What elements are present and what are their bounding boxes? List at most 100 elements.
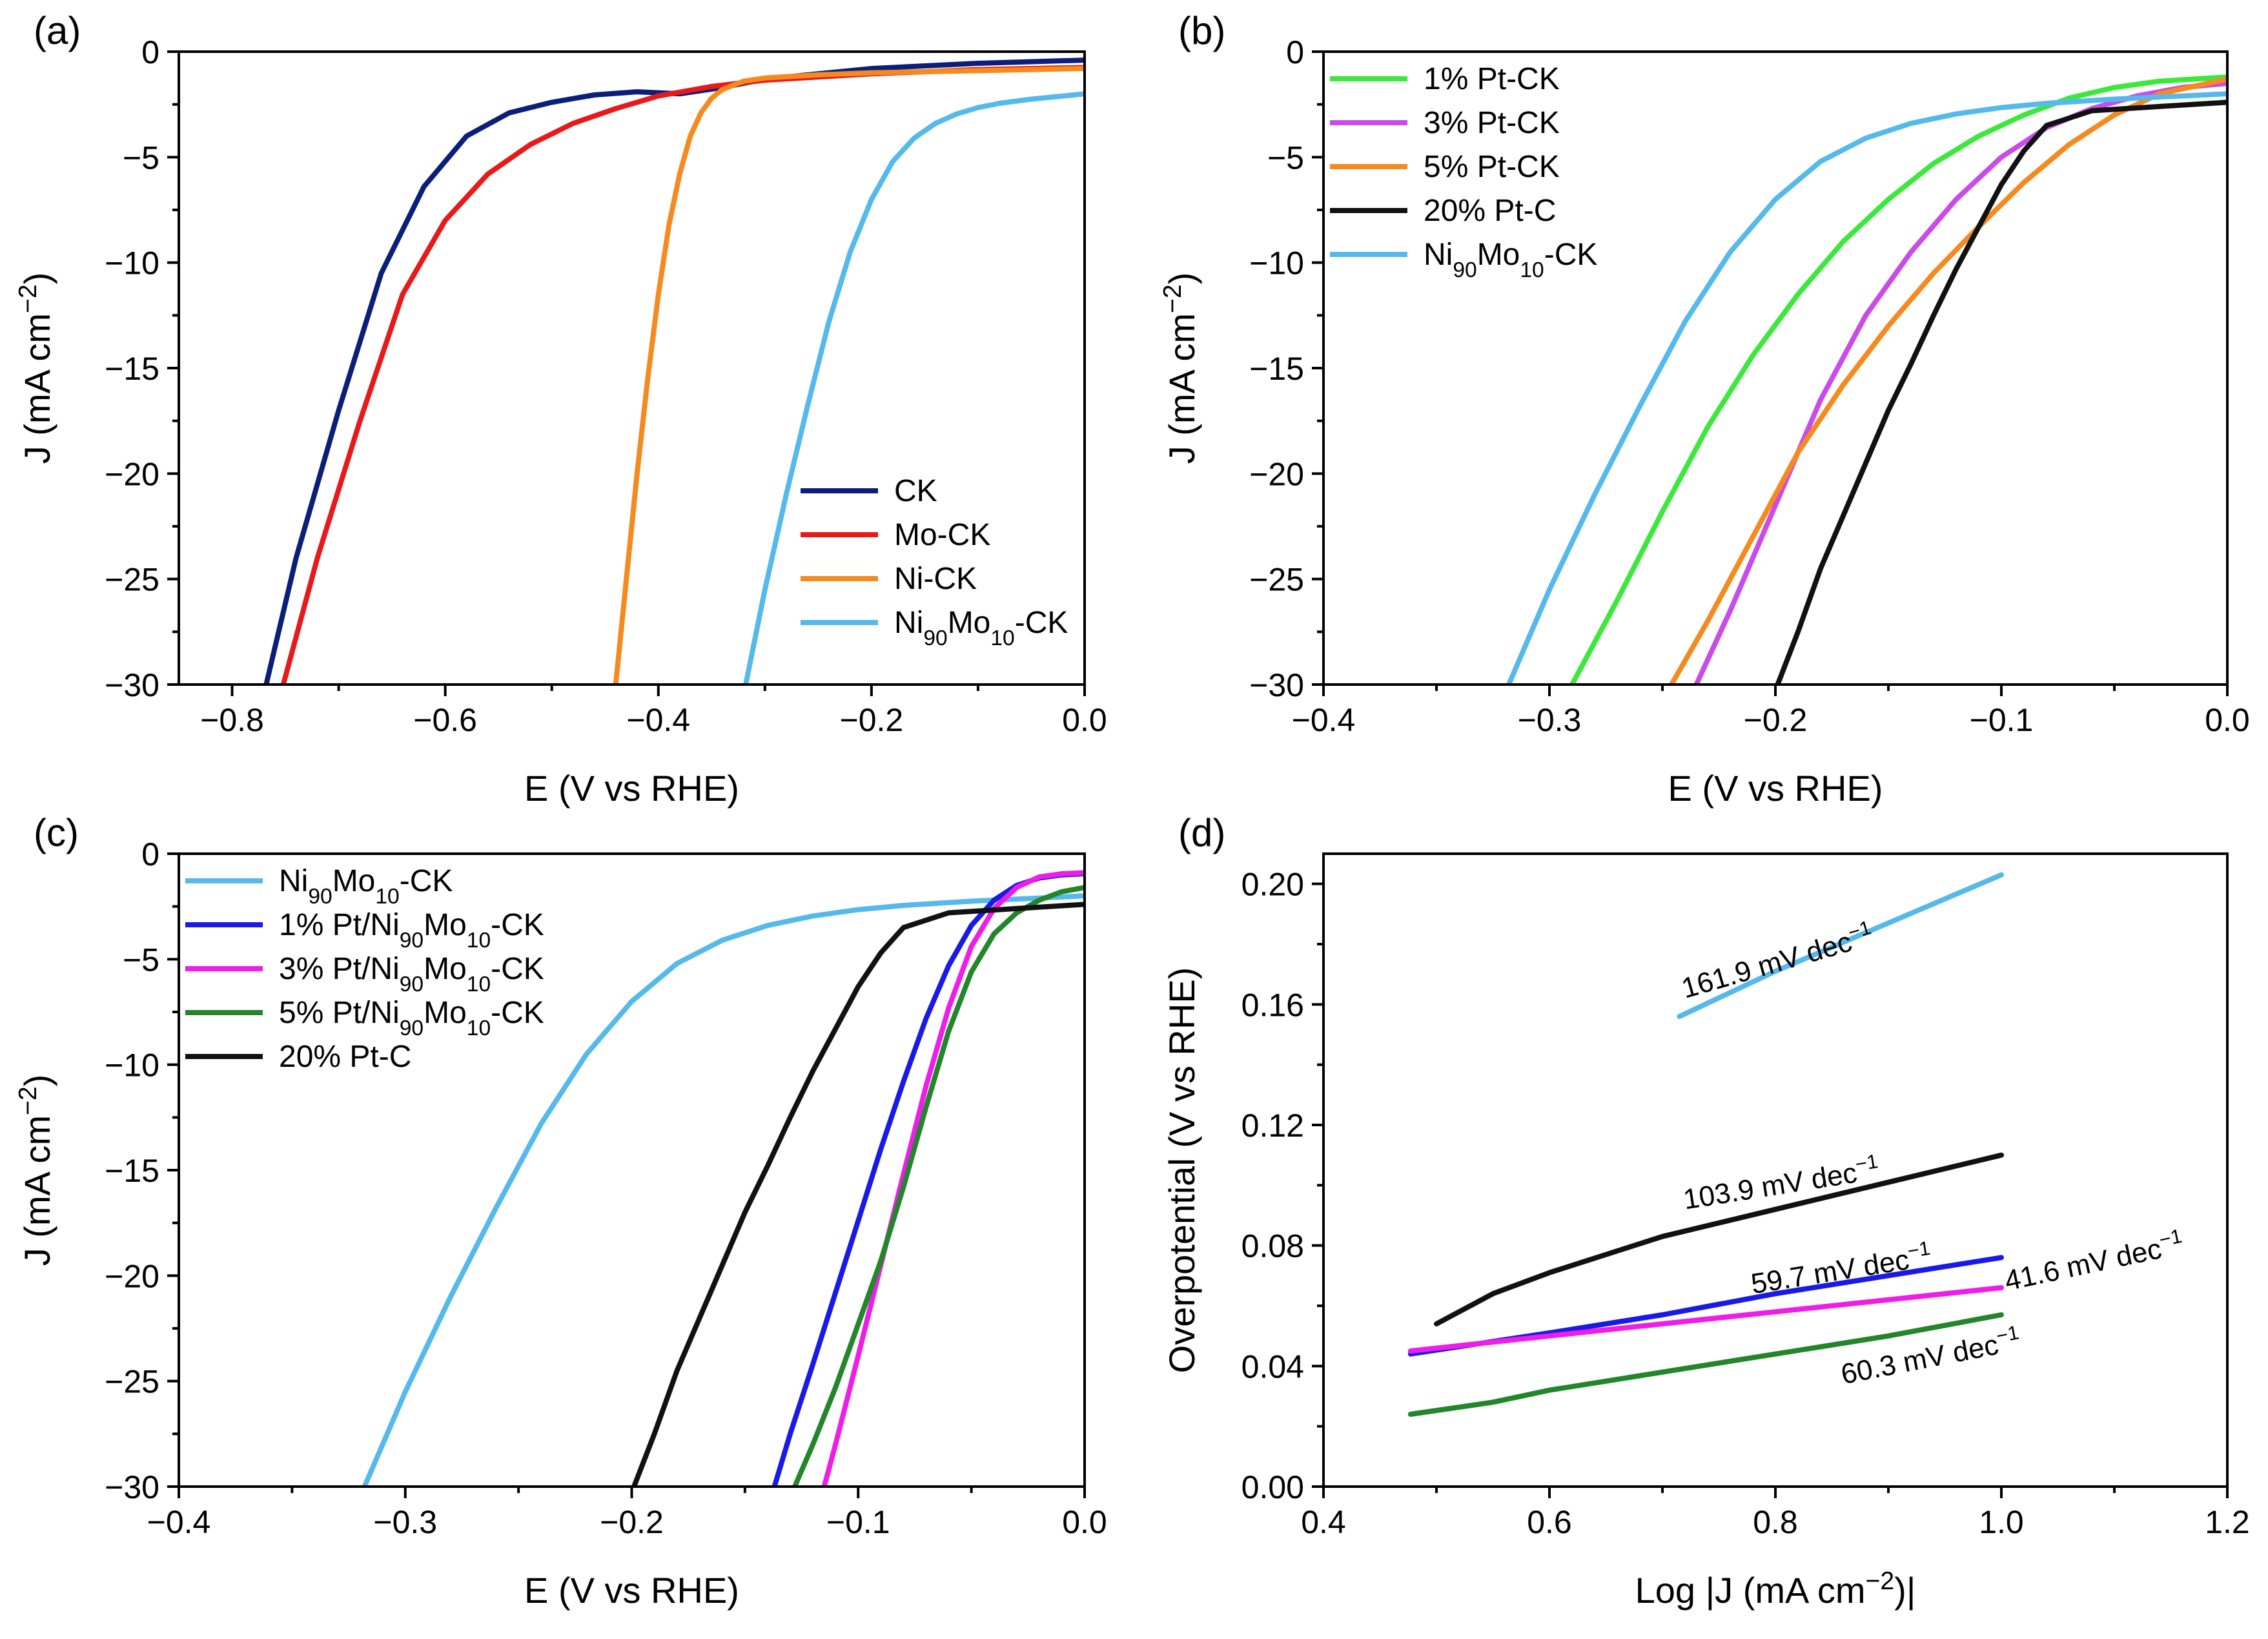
series-line-2 — [1693, 81, 2227, 685]
x-tick-label: −0.4 — [626, 702, 690, 738]
series-group — [1506, 74, 2227, 685]
series-group — [1407, 872, 2004, 1417]
series-line-2 — [771, 871, 1085, 1487]
panel-1: −0.8 −0.6 −0.4 −0.2 0.0 0 −5 −10 −15 −20 −25 −30 E (… — [14, 9, 1107, 809]
x-tick-label: −0.4 — [1292, 702, 1356, 738]
y-tick-label: −20 — [105, 1258, 159, 1294]
series-line-5 — [1407, 1312, 2004, 1417]
y-tick-label: 0.16 — [1241, 987, 1304, 1023]
legend-label: 1% Pt-CK — [1424, 62, 1560, 96]
y-tick-label: −30 — [105, 1469, 159, 1505]
x-tick-label: −0.2 — [600, 1504, 664, 1540]
x-tick-label: 1.2 — [2205, 1504, 2250, 1540]
series-line-3 — [1669, 76, 2227, 685]
panel-label: (b) — [1178, 9, 1225, 52]
y-tick-label: −30 — [1249, 667, 1304, 703]
x-tick-label: −0.3 — [373, 1504, 437, 1540]
x-tick-label: 0.0 — [1062, 702, 1107, 738]
panel-label: (c) — [34, 811, 79, 854]
series-line-4 — [1407, 1285, 2004, 1354]
y-tick-label: 0.12 — [1241, 1108, 1304, 1144]
series-line-4 — [1775, 99, 2227, 685]
y-tick-label: −25 — [105, 562, 159, 598]
y-tick-label: −10 — [105, 1047, 159, 1084]
slope-annotation: 41.6 mV dec−1 — [2001, 1224, 2187, 1297]
y-tick-label: −10 — [105, 245, 159, 282]
plot-frame — [178, 852, 1086, 1488]
y-tick-label: 0.00 — [1241, 1469, 1304, 1505]
y-tick-label: −25 — [105, 1364, 159, 1400]
panel-2: −0.4 −0.3 −0.2 −0.1 0.0 0 −5 −10 −15 −20 −25 −30 E (… — [1159, 9, 2250, 809]
x-tick-label: 0.0 — [2205, 702, 2250, 738]
series-line-3 — [613, 66, 1085, 685]
y-tick-label: 0.20 — [1241, 867, 1304, 903]
legend-label: 5% Pt/Ni90Mo10-CK — [279, 996, 544, 1040]
legend: 1% Pt-CK 3% Pt-CK 5% Pt-CK 20% Pt-C Ni90Mo10… — [1330, 62, 1597, 282]
slope-annotation: 59.7 mV dec−1 — [1748, 1236, 1934, 1300]
panel-label: (d) — [1178, 811, 1225, 854]
series-group — [263, 57, 1085, 685]
y-tick-label: 0.08 — [1241, 1228, 1304, 1264]
x-tick-label: 0.6 — [1527, 1504, 1572, 1540]
y-tick-label: −5 — [1267, 139, 1304, 176]
series-line-1 — [1677, 872, 2004, 1019]
y-axis-title: J (mA cm−2) — [1159, 273, 1203, 464]
legend-label: 5% Pt-CK — [1424, 150, 1560, 184]
x-tick-label: −0.2 — [1744, 702, 1808, 738]
series-line-4 — [792, 885, 1085, 1487]
y-tick-label: −20 — [1249, 456, 1304, 492]
panel-3: −0.4 −0.3 −0.2 −0.1 0.0 0 −5 −10 −15 −20 −25 −30 E (… — [14, 811, 1107, 1611]
series-group — [362, 870, 1085, 1487]
y-tick-label: 0.04 — [1241, 1348, 1304, 1385]
y-tick-label: −30 — [105, 667, 159, 703]
legend-label: Ni-CK — [894, 562, 977, 596]
x-tick-label: −0.4 — [147, 1504, 211, 1540]
x-axis-title: E (V vs RHE) — [1668, 768, 1883, 809]
y-tick-label: −5 — [123, 942, 159, 978]
legend-label: Ni90Mo10-CK — [894, 606, 1068, 650]
legend-label: Mo-CK — [894, 518, 990, 552]
x-tick-label: 1.0 — [1979, 1504, 2024, 1540]
x-tick-label: −0.2 — [840, 702, 904, 738]
y-tick-label: −15 — [1249, 351, 1304, 387]
legend: CK Mo-CK Ni-CK Ni90Mo10-CK — [801, 474, 1068, 650]
y-axis-title: J (mA cm−2) — [14, 273, 58, 464]
x-axis-title: E (V vs RHE) — [524, 1570, 739, 1611]
y-tick-label: −5 — [123, 139, 159, 176]
series-line-1 — [1569, 74, 2227, 685]
x-tick-label: −0.6 — [413, 702, 477, 738]
legend-label: 20% Pt-C — [1424, 194, 1556, 228]
legend-label: 20% Pt-C — [279, 1040, 411, 1074]
panel-4: 0.4 0.6 0.8 1.0 1.2 0.00 0.04 0.08 0.12 0.16 0.20 L… — [1161, 811, 2250, 1611]
slope-annotation: 60.3 mV dec−1 — [1837, 1321, 2023, 1390]
x-tick-label: 0.0 — [1062, 1504, 1107, 1540]
legend-label: CK — [894, 474, 937, 508]
y-tick-label: −15 — [105, 1153, 159, 1189]
series-line-2 — [1434, 1152, 2004, 1326]
panel-label: (a) — [34, 9, 81, 52]
x-tick-label: −0.3 — [1518, 702, 1582, 738]
series-line-4 — [743, 91, 1085, 685]
series-line-3 — [821, 870, 1085, 1487]
x-axis-title: E (V vs RHE) — [524, 768, 739, 809]
series-line-1 — [362, 893, 1085, 1487]
y-tick-label: 0 — [141, 836, 159, 872]
x-tick-label: −0.1 — [826, 1504, 890, 1540]
x-tick-label: −0.8 — [200, 702, 264, 738]
series-line-5 — [631, 902, 1085, 1487]
legend-label: Ni90Mo10-CK — [1424, 238, 1597, 282]
slope-annotation: 161.9 mV dec−1 — [1677, 916, 1877, 1005]
legend: Ni90Mo10-CK1% Pt/Ni90Mo10-CK3% Pt/Ni90Mo… — [185, 864, 544, 1074]
x-tick-label: 0.4 — [1301, 1504, 1346, 1540]
y-tick-label: 0 — [1286, 34, 1304, 70]
y-tick-label: −15 — [105, 351, 159, 387]
x-tick-label: −0.1 — [1970, 702, 2034, 738]
legend-label: 1% Pt/Ni90Mo10-CK — [279, 908, 544, 953]
legend-label: Ni90Mo10-CK — [279, 864, 453, 909]
y-tick-label: −20 — [105, 456, 159, 492]
y-tick-label: 0 — [141, 34, 159, 70]
y-axis-title: J (mA cm−2) — [14, 1075, 58, 1266]
x-tick-label: 0.8 — [1753, 1504, 1798, 1540]
plot-frame — [1322, 50, 2229, 686]
